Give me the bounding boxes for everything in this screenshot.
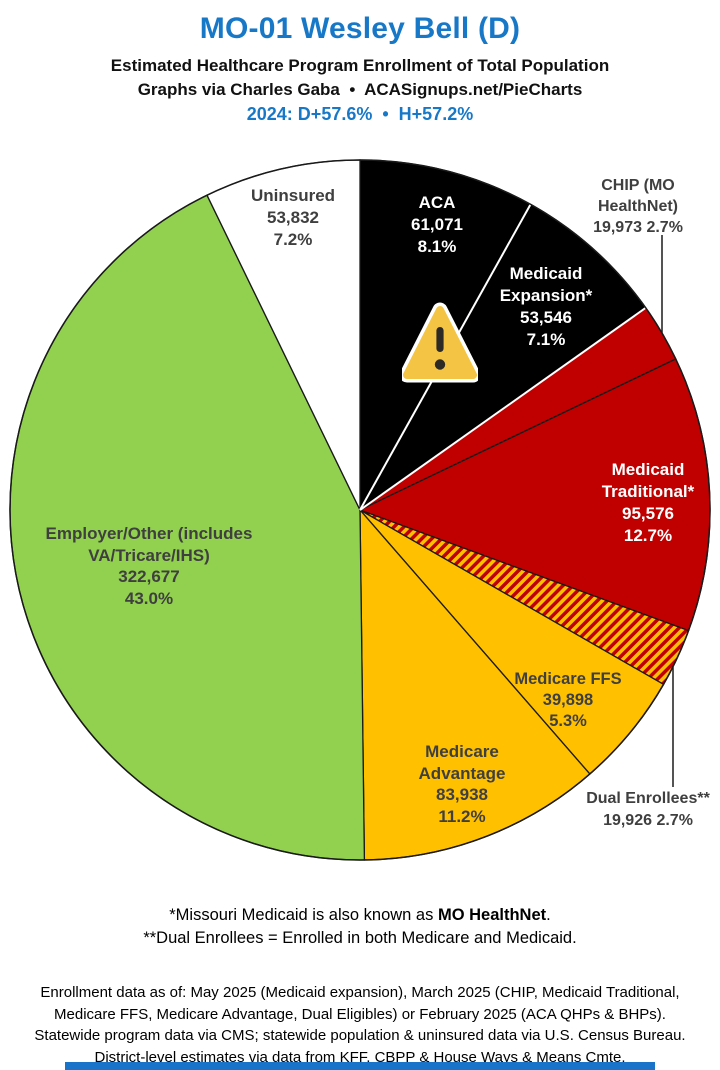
- warning-triangle-icon: [402, 302, 478, 383]
- source-line: Enrollment data as of: May 2025 (Medicai…: [40, 984, 680, 1001]
- pie-rim: [9, 159, 711, 861]
- source-line: Statewide program data via CMS; statewid…: [34, 1027, 686, 1044]
- source-note: Enrollment data as of: May 2025 (Medicai…: [0, 982, 720, 1068]
- footnote-mo-healthnet: *Missouri Medicaid is also known as MO H…: [169, 906, 551, 924]
- credit-line: Graphs via Charles Gaba • ACASignups.net…: [137, 80, 583, 99]
- source-line: District-level estimates via data from K…: [94, 1048, 626, 1066]
- pie-chart: [9, 159, 711, 861]
- source-line: Medicare FFS, Medicare Advantage, Dual E…: [54, 1005, 666, 1023]
- subtitle: Estimated Healthcare Program Enrollment …: [110, 56, 610, 75]
- footer-banner: [65, 1062, 655, 1070]
- partisan-lean: 2024: D+57.6% • H+57.2%: [246, 104, 474, 124]
- slice-divider-line: [359, 307, 647, 511]
- page-title: MO-01 Wesley Bell (D): [199, 12, 521, 45]
- footnote-dual-enrollees: **Dual Enrollees = Enrolled in both Medi…: [143, 929, 577, 947]
